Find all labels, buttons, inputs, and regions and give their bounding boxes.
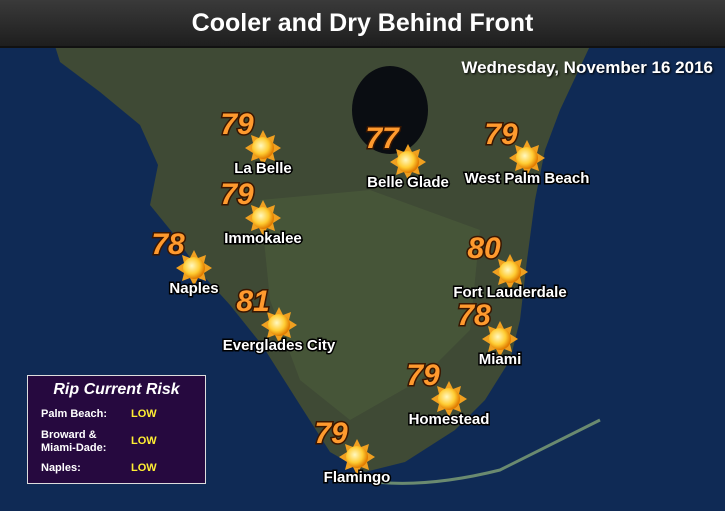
temperature: 79 — [484, 118, 518, 151]
temperature: 78 — [151, 228, 185, 261]
city-name: Flamingo — [324, 469, 391, 486]
city-name: Miami — [479, 351, 522, 368]
city-name: Homestead — [409, 411, 490, 428]
title: Cooler and Dry Behind Front — [0, 0, 725, 48]
city-name: Fort Lauderdale — [453, 284, 566, 301]
rip-title: Rip Current Risk — [53, 381, 180, 398]
rip-location: Naples: — [41, 462, 81, 474]
rip-location: Palm Beach: — [41, 408, 108, 420]
city-name: West Palm Beach — [465, 170, 590, 187]
rip-risk: LOW — [131, 462, 157, 474]
city-name: Belle Glade — [367, 174, 449, 191]
rip-current-box: Rip Current Risk Palm Beach: LOW Broward… — [27, 375, 206, 484]
lake-okeechobee — [352, 66, 428, 154]
rip-risk: LOW — [131, 435, 157, 447]
rip-risk: LOW — [131, 408, 157, 420]
city-name: Everglades City — [223, 337, 336, 354]
keys — [359, 418, 601, 485]
temperature: 77 — [365, 122, 400, 155]
date: Wednesday, November 16 2016 — [461, 58, 713, 77]
temperature: 80 — [467, 232, 501, 265]
wetlands — [260, 190, 480, 420]
temperature: 79 — [406, 359, 440, 392]
temperature: 78 — [457, 299, 491, 332]
temperature: 79 — [314, 417, 348, 450]
city-name: La Belle — [234, 160, 292, 177]
city-name: Naples — [169, 280, 218, 297]
temperature: 81 — [236, 285, 269, 318]
temperature: 79 — [220, 178, 254, 211]
temperature: 79 — [220, 108, 254, 141]
rip-location: Broward & Miami-Dade: — [41, 429, 107, 454]
city-name: Immokalee — [224, 230, 302, 247]
